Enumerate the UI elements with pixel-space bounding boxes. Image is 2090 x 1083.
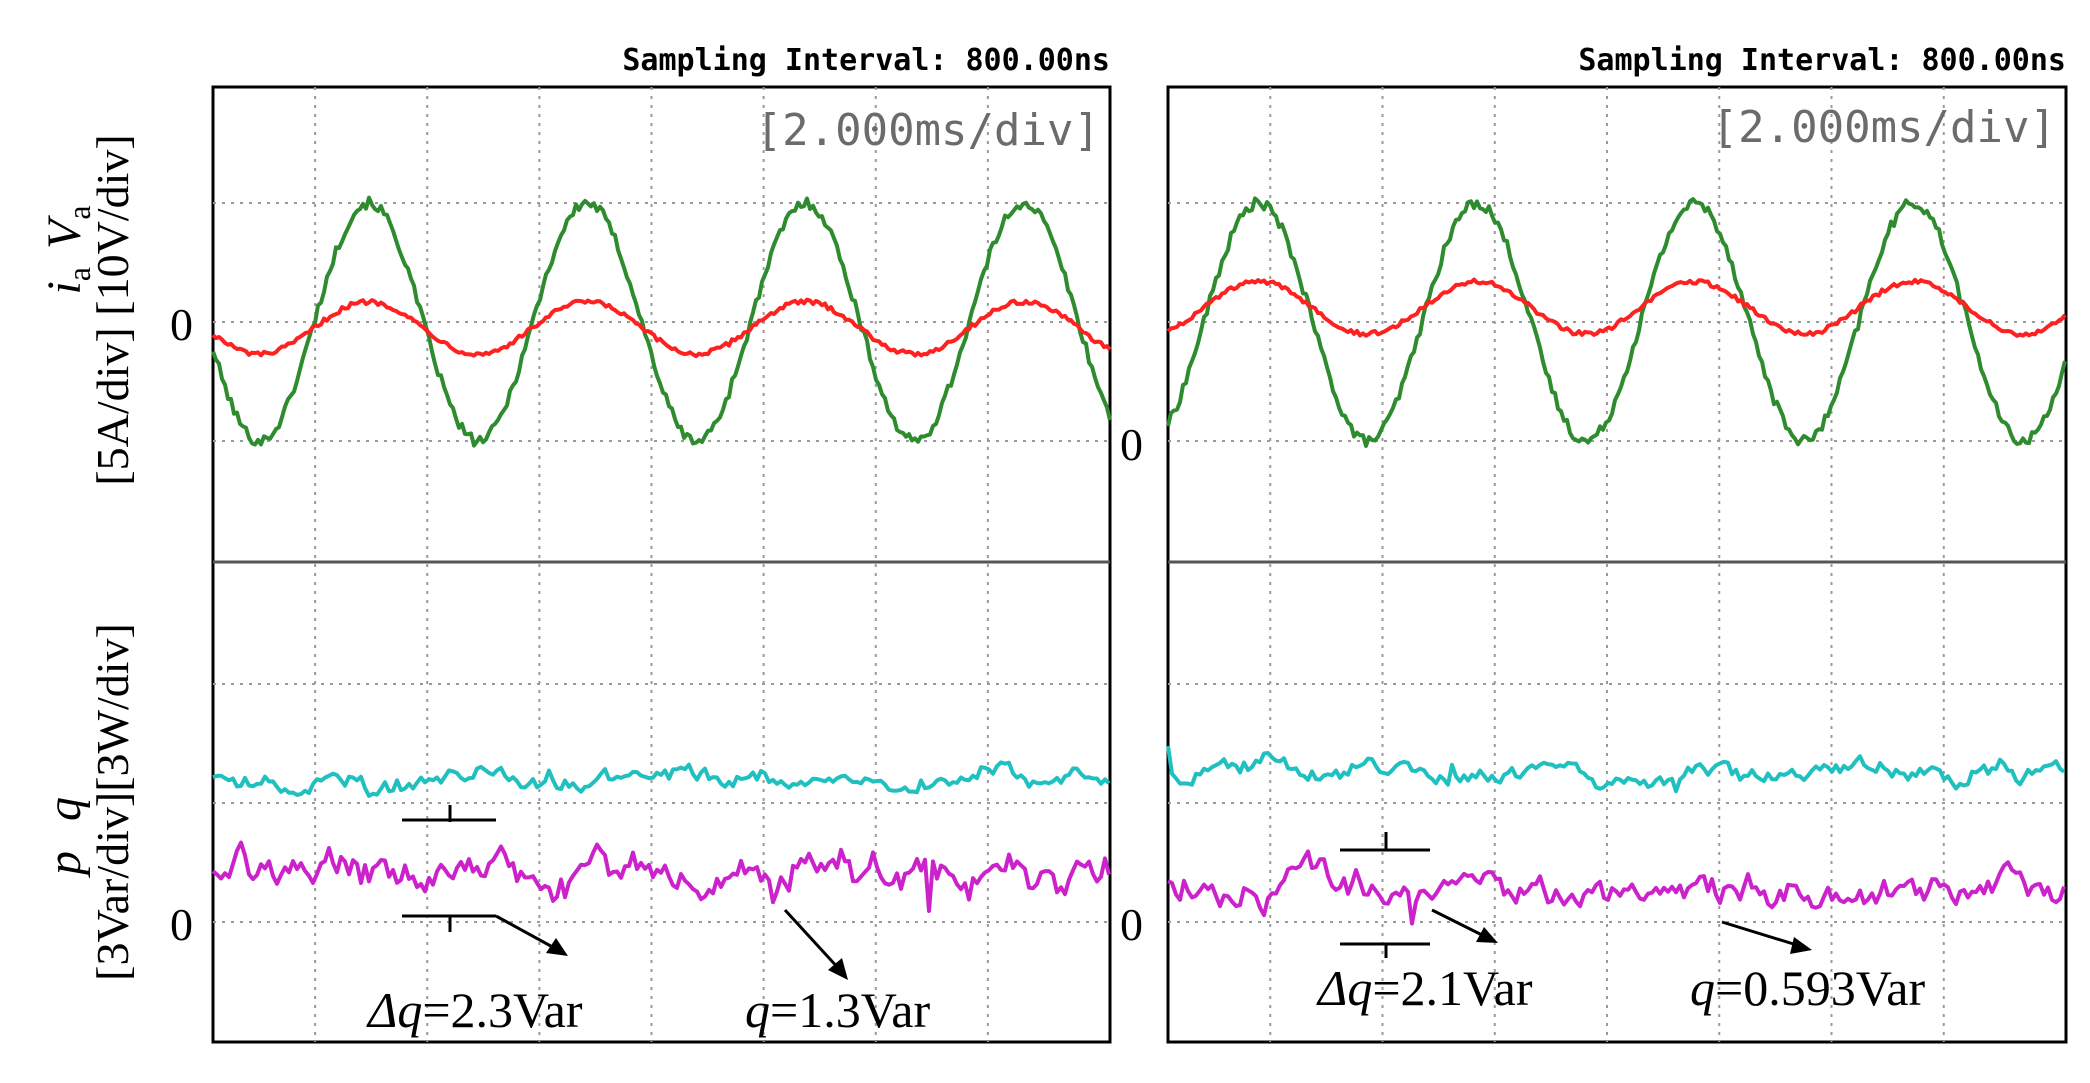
left-q-label: q=1.3Var: [745, 982, 930, 1038]
bottom-y-units-label: [3Var/div][3W/div]: [87, 623, 138, 981]
right-grid: [1168, 87, 2066, 1042]
left-panel: Sampling Interval: 800.00ns [2.000ms/div…: [170, 43, 1112, 1044]
right-bottom-zero-label: 0: [1120, 899, 1143, 950]
bottom-y-axis-label: pq: [38, 797, 91, 878]
y-var-i-sub: a: [61, 267, 97, 281]
trace-q: [1167, 849, 2066, 926]
right-q-label: q=0.593Var: [1690, 960, 1925, 1016]
right-q-arrow-head: [1790, 937, 1812, 954]
left-frame: [211, 85, 1112, 1044]
right-dq-arrow-line: [1431, 908, 1489, 940]
right-sampling-interval: Sampling Interval: 800.00ns: [1578, 43, 2066, 78]
left-dq-arrow-head: [546, 938, 568, 956]
right-frame: [1166, 85, 2068, 1044]
trace-p: [1166, 745, 2066, 794]
right-q-arrow-line: [1721, 920, 1801, 948]
trace-Va: [211, 195, 1112, 448]
right-dq-value: =2.1Var: [1372, 960, 1532, 1016]
left-dq-label: Δq=2.3Var: [366, 982, 583, 1038]
top-y-axis-label: iaVa: [38, 205, 97, 294]
right-dq-label: Δq=2.1Var: [1316, 960, 1533, 1016]
y-var-q: q: [38, 797, 91, 821]
trace-ia: [1166, 277, 2067, 338]
y-var-p: p: [38, 851, 91, 878]
left-q-arrow-line: [783, 908, 842, 972]
left-dq-value: =2.3Var: [422, 982, 582, 1038]
right-dq-arrow-head: [1476, 927, 1498, 943]
left-timebase: [2.000ms/div]: [756, 105, 1100, 156]
trace-Va: [1166, 196, 2067, 448]
right-timebase: [2.000ms/div]: [1712, 102, 2056, 153]
left-grid: [213, 87, 1110, 1042]
left-sampling-interval: Sampling Interval: 800.00ns: [622, 43, 1110, 78]
y-var-v-sub: a: [61, 205, 97, 219]
left-q-var: q: [745, 982, 770, 1038]
left-q-arrow-head: [828, 958, 848, 980]
bottom-units-text: [3Var/div][3W/div]: [87, 623, 138, 981]
svg-text:iaVa: iaVa: [38, 205, 97, 294]
trace-p: [212, 760, 1111, 798]
right-top-zero-label: 0: [1120, 419, 1143, 470]
y-var-i: i: [38, 281, 91, 294]
right-q-var: q: [1690, 960, 1715, 1016]
right-panel: Sampling Interval: 800.00ns [2.000ms/div…: [1120, 43, 2068, 1044]
right-traces: [1166, 196, 2067, 926]
left-traces: [211, 195, 1112, 913]
top-y-units-label: [5A/div] [10V/div]: [87, 134, 138, 485]
right-dq-var: Δq: [1316, 960, 1372, 1016]
top-units-text: [5A/div] [10V/div]: [87, 134, 138, 485]
trace-ia: [211, 297, 1112, 359]
trace-q: [211, 840, 1111, 913]
left-dq-arrow-line: [495, 914, 559, 952]
left-q-value: =1.3Var: [770, 982, 930, 1038]
right-q-value: =0.593Var: [1715, 960, 1925, 1016]
left-bottom-zero-label: 0: [170, 899, 193, 950]
left-dq-var: Δq: [366, 982, 422, 1038]
left-top-zero-label: 0: [170, 299, 193, 350]
svg-text:pq: pq: [38, 797, 91, 878]
y-var-v: V: [38, 215, 91, 249]
